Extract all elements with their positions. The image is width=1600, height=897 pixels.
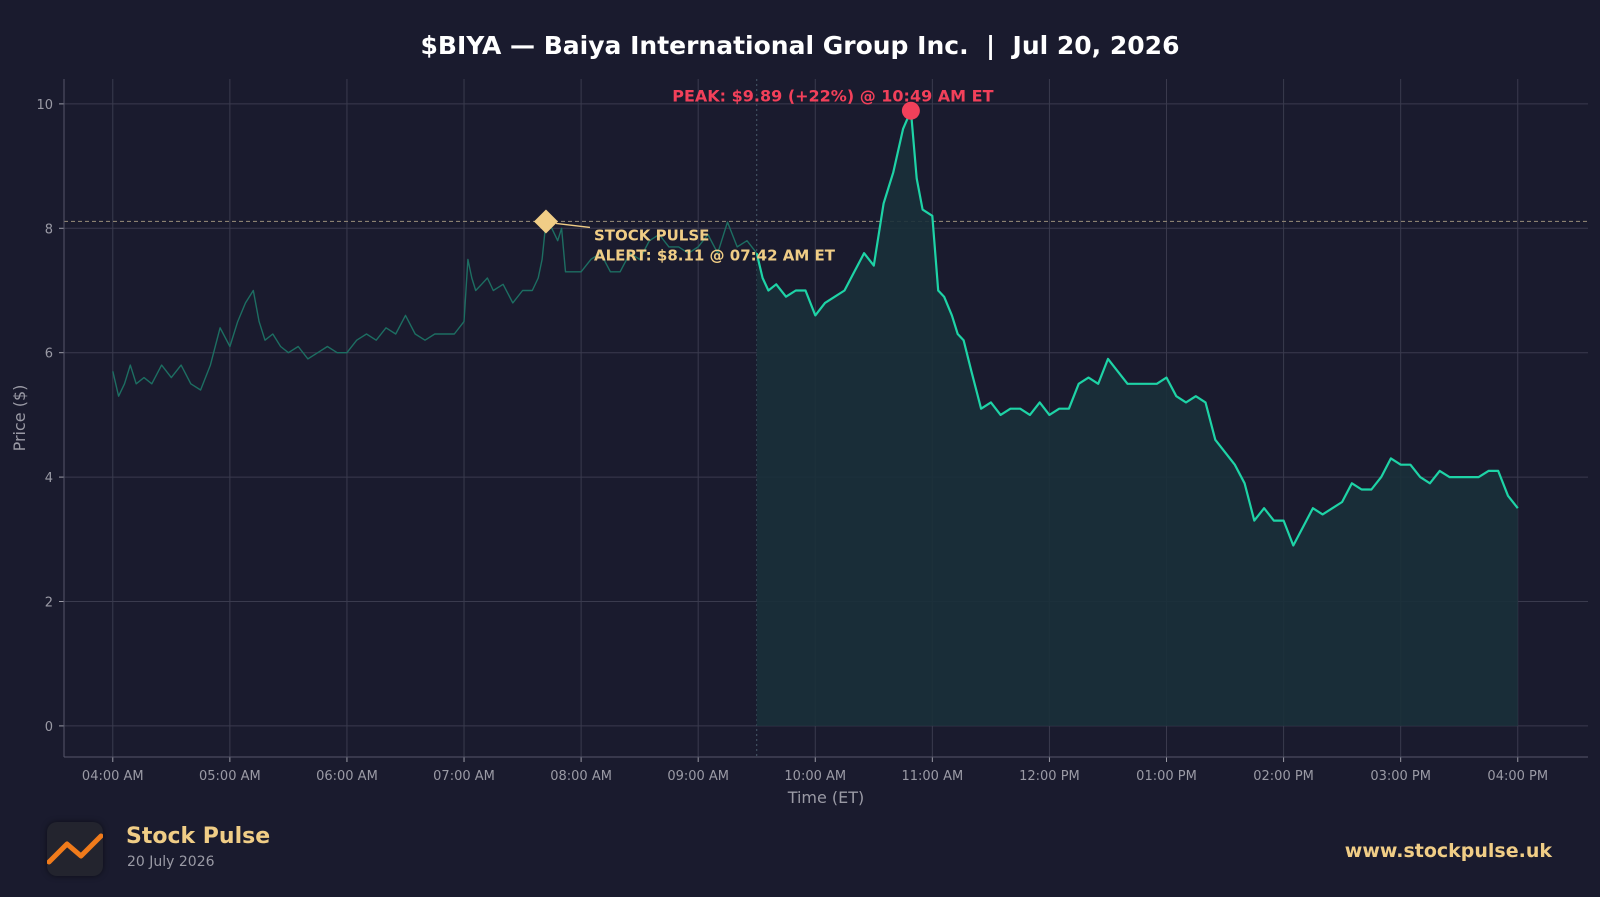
line-chart-icon	[46, 833, 104, 865]
y-tick-label: 4	[45, 471, 53, 486]
x-tick-label: 01:00 PM	[1136, 769, 1197, 784]
regular-session-line	[755, 109, 1519, 547]
regular-session-fill	[756, 110, 1518, 726]
x-tick-label: 04:00 PM	[1487, 769, 1548, 784]
brand-name: Stock Pulse	[126, 824, 271, 849]
alert-connector	[555, 222, 591, 229]
peak-label: PEAK: $9.89 (+22%) @ 10:49 AM ET	[672, 87, 993, 106]
x-tick-label: 11:00 AM	[901, 769, 963, 784]
y-tick-label: 6	[45, 347, 53, 362]
alert-label-line1: STOCK PULSE	[594, 226, 709, 244]
y-tick-label: 8	[45, 222, 53, 237]
x-tick-label: 08:00 AM	[550, 769, 612, 784]
website-link[interactable]: www.stockpulse.uk	[1344, 840, 1552, 862]
alert-marker	[533, 209, 558, 234]
x-tick-label: 12:00 PM	[1019, 769, 1080, 784]
logo	[46, 822, 104, 876]
regular-session-area	[756, 110, 1518, 726]
annotations: PEAK: $9.89 (+22%) @ 10:49 AM ET STOCK PU…	[533, 87, 994, 264]
x-tick-label: 10:00 AM	[784, 769, 846, 784]
x-tick-label: 05:00 AM	[199, 769, 261, 784]
x-tick-label: 03:00 PM	[1370, 769, 1431, 784]
premarket-line	[112, 220, 758, 397]
x-tick-label: 09:00 AM	[667, 769, 729, 784]
x-tick-label: 07:00 AM	[433, 769, 495, 784]
x-tick-label: 02:00 PM	[1253, 769, 1314, 784]
y-axis-label: Price ($)	[10, 385, 29, 452]
chart-title: $BIYA — Baiya International Group Inc. |…	[421, 31, 1180, 60]
peak-marker	[901, 101, 920, 120]
y-tick-label: 2	[45, 595, 53, 610]
y-tick-label: 0	[45, 720, 53, 735]
axes: 04:00 AM 05:00 AM 06:00 AM 07:00 AM 08:00 AM…	[36, 79, 1588, 784]
x-tick-label: 06:00 AM	[316, 769, 378, 784]
footer-date: 20 July 2026	[127, 854, 215, 870]
alert-label-line2: ALERT: $8.11 @ 07:42 AM ET	[594, 246, 836, 264]
y-tick-label: 10	[36, 98, 53, 113]
x-axis-label: Time (ET)	[787, 788, 865, 807]
price-lines	[112, 109, 1519, 547]
x-tick-label: 04:00 AM	[82, 769, 144, 784]
